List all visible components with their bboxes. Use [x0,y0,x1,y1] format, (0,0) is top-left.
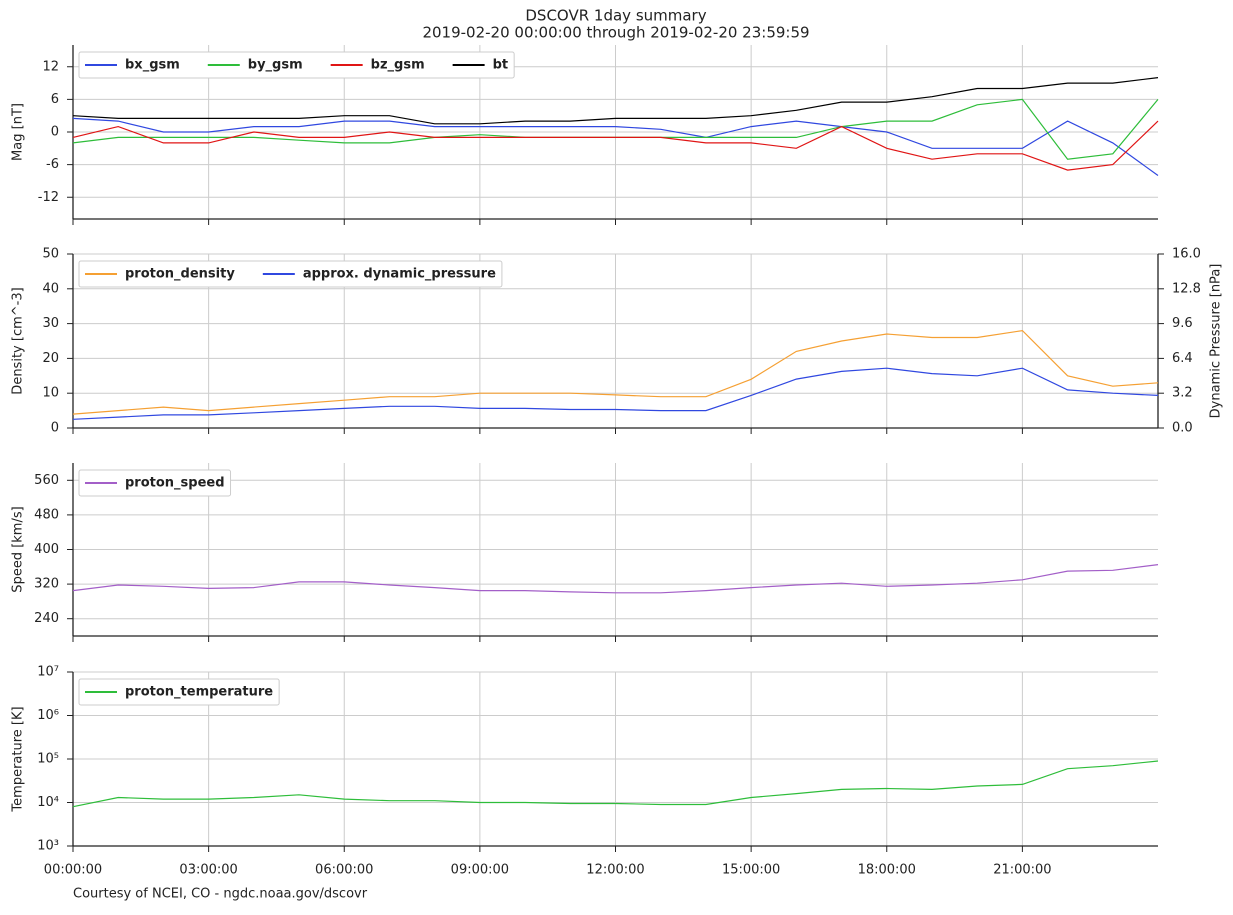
y2-tick-label: 3.2 [1172,386,1193,401]
legend-label: bz_gsm [371,58,425,73]
y-axis-label: Temperature [K] [11,706,26,812]
x-tick-label: 09:00:00 [451,863,509,878]
legend-box [78,51,515,79]
y-tick-label: 10⁴ [37,795,59,810]
legend-label: by_gsm [248,58,303,73]
legend: proton_speed [78,469,232,497]
y-tick-label: 12 [42,59,59,74]
chart-title: DSCOVR 1day summary [525,7,706,25]
y-tick-label: 10⁶ [37,708,59,723]
y-tick-label: 50 [42,247,59,262]
y-tick-label: -6 [46,157,59,172]
legend-label: bt [493,58,509,73]
y-tick-label: 20 [42,351,59,366]
series-line [72,564,1159,594]
legend: proton_density approx. dynamic_pressure [78,260,503,288]
y-tick-label: 560 [34,473,59,488]
y-tick-label: 400 [34,542,59,557]
legend-label: proton_temperature [125,685,273,700]
y-tick-label: 10³ [37,839,59,854]
legend-label: proton_density [125,267,235,282]
credit: Courtesy of NCEI, CO - ngdc.noaa.gov/dsc… [73,887,368,902]
y2-tick-label: 9.6 [1172,316,1193,331]
legend-label: bx_gsm [125,58,180,73]
series-line [72,329,1159,415]
y-axis-label: Mag [nT] [11,103,26,161]
y2-tick-label: 6.4 [1172,351,1193,366]
legend: bx_gsm by_gsm bz_gsm bt [78,51,515,79]
y2-tick-label: 0.0 [1172,421,1193,436]
x-tick-label: 15:00:00 [722,863,780,878]
y-tick-label: 40 [42,281,59,296]
y-tick-label: 6 [51,92,59,107]
legend-box [78,469,232,497]
legend-label: approx. dynamic_pressure [303,267,496,282]
y-tick-label: 0 [51,421,59,436]
series-line [72,77,1159,125]
chart-subtitle: 2019-02-20 00:00:00 through 2019-02-20 2… [422,24,809,42]
x-tick-label: 21:00:00 [993,863,1051,878]
x-tick-label: 18:00:00 [858,863,916,878]
legend-box [78,678,280,706]
x-tick-label: 03:00:00 [179,863,237,878]
y-tick-label: 10 [42,386,59,401]
y-axis-label: Density [cm^-3] [11,287,26,394]
x-tick-label: 00:00:00 [44,863,102,878]
legend-label: proton_speed [125,476,225,491]
y2-axis-label: Dynamic Pressure [nPa] [1209,264,1224,419]
series-line [72,120,1159,171]
y2-tick-label: 12.8 [1172,281,1201,296]
y-tick-label: -12 [38,190,59,205]
series-line [72,760,1159,808]
y-tick-label: 10⁷ [37,665,59,680]
series-line [72,367,1159,420]
y-tick-label: 10⁵ [37,752,59,767]
y-tick-label: 320 [34,577,59,592]
y-tick-label: 240 [34,611,59,626]
series-line [72,117,1159,176]
legend: proton_temperature [78,678,280,706]
x-tick-label: 06:00:00 [315,863,373,878]
y-axis-label: Speed [km/s] [11,506,26,592]
y2-tick-label: 16.0 [1172,247,1201,262]
x-tick-label: 12:00:00 [586,863,644,878]
y-tick-label: 480 [34,507,59,522]
y-tick-label: 0 [51,125,59,140]
y-tick-label: 30 [42,316,59,331]
